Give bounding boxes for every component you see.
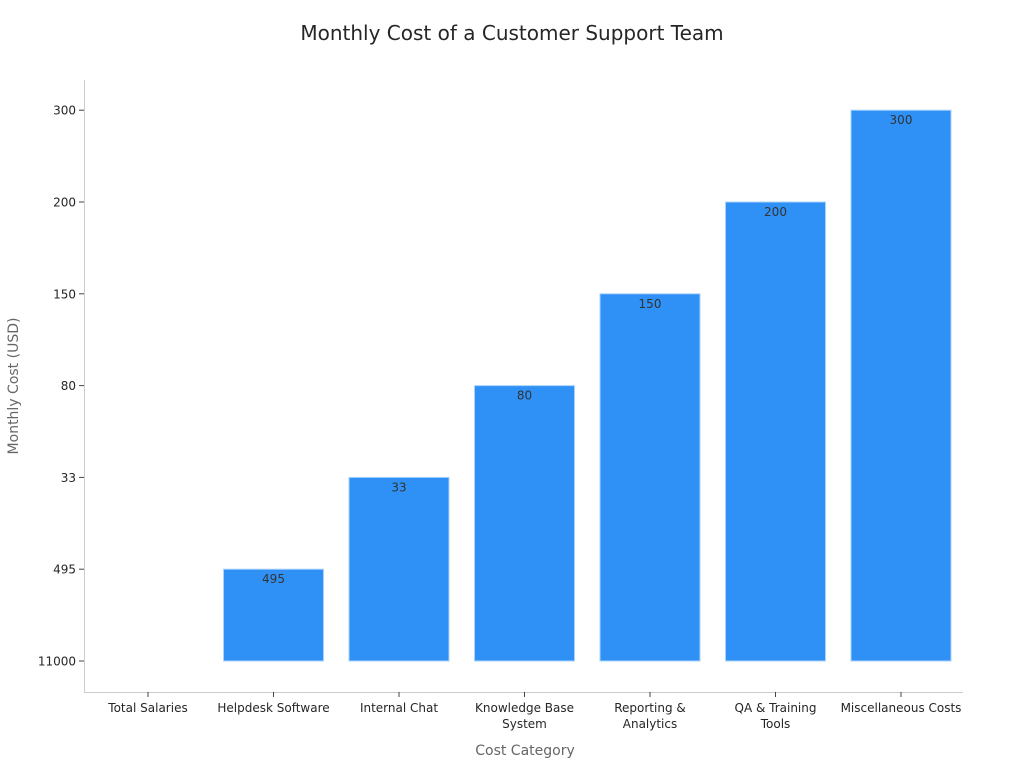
data-label: 300 <box>890 113 913 127</box>
x-tick-label: Total Salaries <box>107 701 187 715</box>
y-tick-label: 11000 <box>38 655 76 669</box>
bar <box>348 476 450 662</box>
x-tick-label: System <box>502 717 547 731</box>
x-tick-label: Analytics <box>623 717 678 731</box>
bar <box>223 568 324 662</box>
y-tick-label: 80 <box>61 379 76 393</box>
y-tick-label: 300 <box>53 104 76 118</box>
data-label: 150 <box>639 297 662 311</box>
bar <box>474 385 575 662</box>
bar <box>850 109 952 662</box>
x-axis-label: Cost Category <box>475 743 575 759</box>
x-tick-label: Reporting & <box>614 701 686 715</box>
x-tick-label: Helpdesk Software <box>217 701 329 715</box>
bar <box>725 201 826 662</box>
y-tick-label: 200 <box>53 196 76 210</box>
bar <box>599 293 701 662</box>
y-tick-label: 495 <box>53 563 76 577</box>
chart-title: Monthly Cost of a Customer Support Team <box>300 21 723 45</box>
data-label: 33 <box>391 480 406 494</box>
x-tick-label: Knowledge Base <box>475 701 574 715</box>
x-tick-label: Miscellaneous Costs <box>841 701 962 715</box>
data-label: 80 <box>517 389 532 403</box>
x-tick-label: QA & Training <box>735 701 817 715</box>
data-label: 495 <box>262 572 285 586</box>
x-tick-label: Tools <box>760 717 791 731</box>
y-tick-label: 150 <box>53 287 76 301</box>
x-tick-label: Internal Chat <box>360 701 438 715</box>
data-label: 200 <box>764 205 787 219</box>
y-axis-label: Monthly Cost (USD) <box>6 318 22 455</box>
y-tick-label: 33 <box>61 471 76 485</box>
